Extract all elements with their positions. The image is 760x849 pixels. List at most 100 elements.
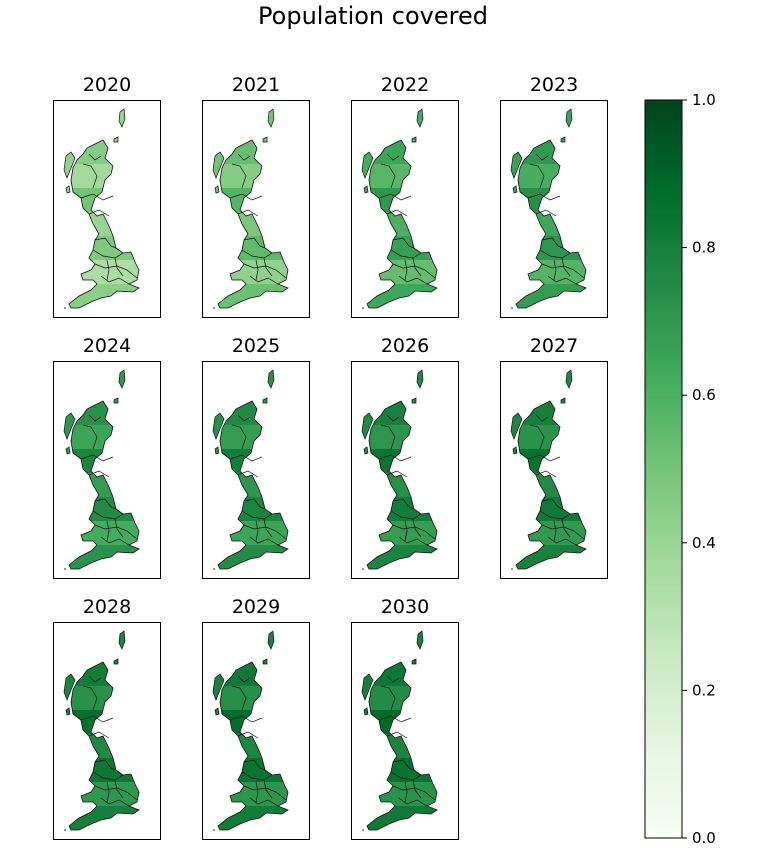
- island: [212, 673, 225, 701]
- region-boundary: [535, 470, 557, 478]
- map-regions: [361, 369, 438, 570]
- island: [411, 658, 417, 665]
- gb-outline: [217, 661, 289, 831]
- island: [510, 412, 523, 440]
- map-regions: [63, 630, 140, 831]
- region-boundary: [390, 510, 422, 520]
- region-boundary: [100, 797, 130, 807]
- region-boundary: [231, 424, 247, 450]
- region-boundary: [392, 263, 436, 279]
- region-boundary: [243, 263, 287, 279]
- gb-outline: [68, 139, 140, 309]
- region-boundary: [229, 454, 263, 462]
- region-boundary: [80, 193, 114, 201]
- region-boundary: [237, 731, 259, 739]
- colorbar-tick-label: 0.8: [692, 239, 716, 257]
- region-boundary: [94, 524, 138, 540]
- region-boundary: [535, 414, 549, 422]
- region-boundary: [237, 675, 251, 683]
- region-boundary: [94, 785, 138, 801]
- island: [411, 397, 417, 404]
- map-panel: 2023: [500, 74, 608, 318]
- island: [262, 136, 268, 143]
- panel-frame: [500, 361, 608, 579]
- island: [64, 568, 66, 570]
- gb-outline: [366, 139, 438, 309]
- colorbar-tick-label: 1.0: [692, 91, 716, 109]
- region-boundary: [404, 520, 408, 542]
- island: [262, 658, 268, 665]
- region-boundary: [243, 759, 266, 771]
- region-boundary: [88, 731, 110, 739]
- region-boundary: [114, 518, 124, 538]
- region-boundary: [386, 414, 400, 422]
- region-boundary: [255, 781, 259, 803]
- panel-frame: [53, 361, 161, 579]
- map-panels: 2020 2021 2022 2023 2024 2025 2026 2027 2028 2029…: [53, 74, 608, 840]
- gb-outline: [366, 661, 438, 831]
- island: [267, 108, 275, 128]
- island: [113, 397, 119, 404]
- region-boundary: [229, 193, 263, 201]
- island: [416, 630, 424, 650]
- island: [213, 829, 215, 831]
- panel-frame: [202, 622, 310, 840]
- map-regions: [212, 369, 289, 570]
- map-regions: [212, 630, 289, 831]
- island: [118, 108, 126, 128]
- region-boundary: [92, 249, 124, 259]
- panel-year-label: 2025: [232, 335, 280, 357]
- region-boundary: [82, 685, 98, 711]
- map-panel: 2027: [500, 335, 608, 579]
- island: [262, 397, 268, 404]
- region-boundary: [398, 797, 428, 807]
- map-regions: [510, 108, 587, 309]
- map-panel: 2026: [351, 335, 459, 579]
- island: [63, 673, 76, 701]
- island: [565, 369, 573, 389]
- region-boundary: [241, 771, 273, 781]
- region-boundary: [243, 498, 266, 510]
- colorbar-tick-label: 0.2: [692, 681, 716, 699]
- region-boundary: [380, 424, 396, 450]
- region-boundary: [404, 259, 408, 281]
- island: [64, 829, 66, 831]
- region-boundary: [94, 759, 117, 771]
- region-boundary: [94, 263, 138, 279]
- gb-outline: [217, 400, 289, 570]
- region-boundary: [231, 163, 247, 189]
- region-boundary: [243, 524, 287, 540]
- panel-year-label: 2026: [381, 335, 429, 357]
- region-boundary: [386, 209, 408, 217]
- island: [113, 658, 119, 665]
- region-boundary: [249, 275, 279, 285]
- region-boundary: [398, 275, 428, 285]
- map-panel: 2029: [202, 596, 310, 840]
- panel-frame: [500, 100, 608, 318]
- region-boundary: [529, 163, 545, 189]
- region-boundary: [404, 781, 408, 803]
- region-shade: [367, 473, 437, 497]
- region-boundary: [392, 759, 415, 771]
- map-panel: 2020: [53, 74, 161, 318]
- gb-outline: [217, 139, 289, 309]
- region-boundary: [237, 153, 251, 161]
- region-boundary: [392, 524, 436, 540]
- island: [214, 185, 220, 194]
- map-regions: [63, 108, 140, 309]
- region-boundary: [243, 237, 266, 249]
- island: [560, 397, 566, 404]
- region-boundary: [114, 779, 124, 799]
- region-boundary: [88, 470, 110, 478]
- region-boundary: [82, 424, 98, 450]
- region-boundary: [106, 520, 110, 542]
- panel-year-label: 2023: [530, 74, 578, 96]
- region-boundary: [231, 685, 247, 711]
- region-boundary: [390, 249, 422, 259]
- region-boundary: [378, 715, 412, 723]
- region-boundary: [241, 249, 273, 259]
- region-boundary: [553, 520, 557, 542]
- island: [267, 369, 275, 389]
- map-regions: [212, 108, 289, 309]
